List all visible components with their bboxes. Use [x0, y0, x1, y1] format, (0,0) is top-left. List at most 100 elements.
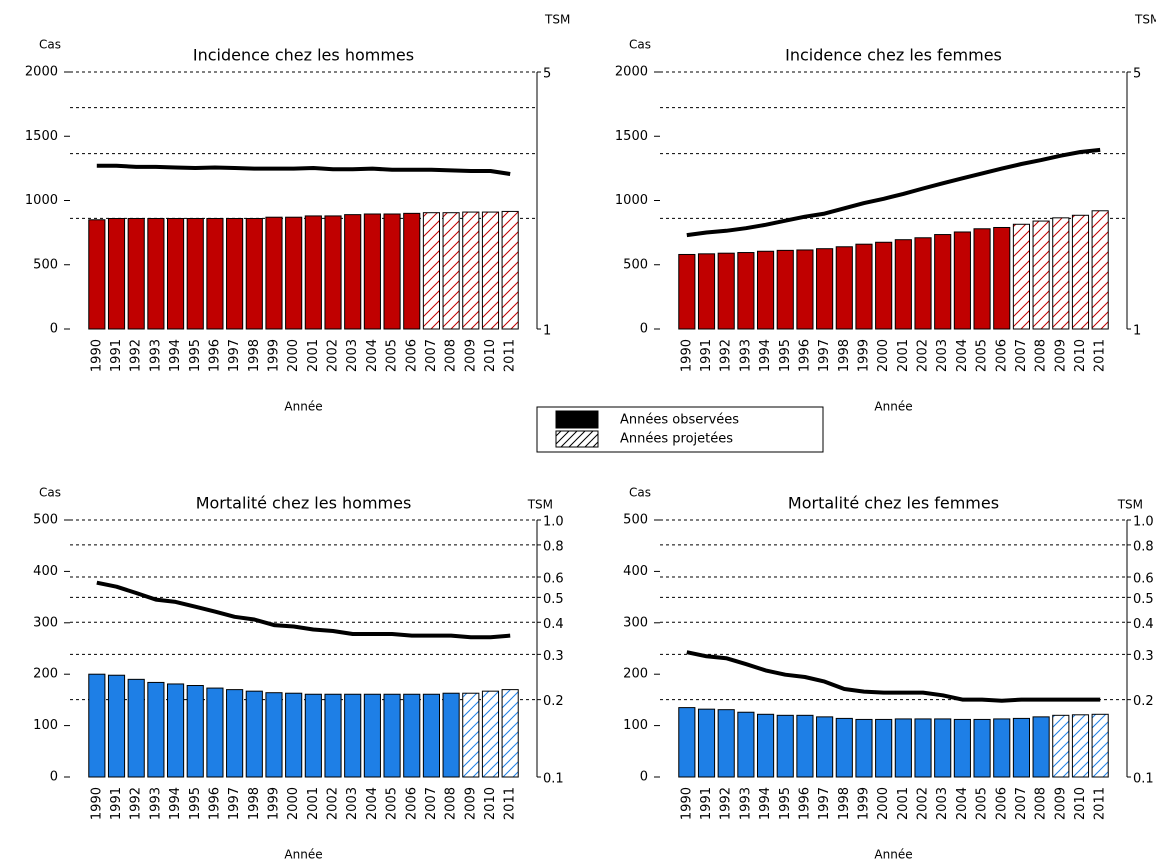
- x-tick-label: 2000: [286, 339, 301, 372]
- x-tick-label: 1994: [758, 339, 773, 372]
- bar-projected: [462, 692, 480, 778]
- x-tick-label: 2004: [955, 787, 970, 820]
- y-tick-label: 1000: [25, 193, 58, 208]
- x-tick-label: 2011: [1093, 339, 1108, 372]
- y2-tick-label: 1.0: [543, 515, 564, 530]
- x-tick-label: 2002: [326, 787, 341, 820]
- bar: [147, 681, 165, 778]
- x-tick-label: 2004: [365, 787, 380, 820]
- bar: [166, 217, 185, 330]
- x-tick-label: 2001: [306, 787, 321, 820]
- y-tick-label: 500: [623, 257, 648, 272]
- x-tick-label: 1991: [699, 339, 714, 372]
- x-tick-label: 2002: [326, 339, 341, 372]
- x-tick-label: 2008: [444, 339, 459, 372]
- y2-tick-label: 0.5: [1133, 592, 1154, 607]
- bar-projected: [481, 211, 500, 330]
- x-tick-label: 2004: [955, 339, 970, 372]
- y2-tick-label: 0.1: [1133, 772, 1154, 787]
- bar: [226, 689, 244, 778]
- y2-tick-label: 0.8: [543, 539, 564, 554]
- bar-projected: [1091, 210, 1109, 330]
- bar-projected: [1071, 714, 1090, 778]
- x-tick-label: 1996: [797, 339, 812, 372]
- x-tick-label: 1990: [679, 787, 694, 820]
- x-tick-label: 2006: [994, 339, 1009, 372]
- x-tick-label: 2007: [1014, 339, 1029, 372]
- bar: [855, 243, 873, 330]
- bar: [383, 213, 401, 330]
- x-tick-label: 1995: [188, 339, 203, 372]
- x-tick-label: 1993: [738, 339, 753, 372]
- x-axis-label: Année: [284, 400, 322, 414]
- x-tick-label: 2005: [975, 787, 990, 820]
- y-tick-label: 2000: [25, 65, 58, 80]
- bar: [265, 692, 283, 778]
- panel: Mortalité chez les hommes Cas TSM Année 0 100…: [33, 486, 564, 860]
- y-tick-label: 500: [33, 257, 58, 272]
- x-tick-label: 2009: [463, 339, 478, 372]
- bar-projected: [481, 690, 500, 778]
- x-tick-label: 2010: [483, 339, 498, 372]
- y2-tick-label: 0.6: [1133, 572, 1154, 587]
- tsm-line: [96, 580, 511, 640]
- bar-projected: [501, 689, 519, 778]
- x-tick-label: 1997: [817, 787, 832, 820]
- x-tick-label: 2009: [1053, 339, 1068, 372]
- y2-tick-label: 1: [543, 324, 551, 339]
- y2-tick-label: 0.5: [543, 592, 564, 607]
- x-tick-label: 2010: [1073, 339, 1088, 372]
- y-tick-label: 500: [33, 513, 58, 528]
- bar: [993, 226, 1011, 330]
- bar-projected: [1012, 223, 1031, 330]
- bar: [206, 687, 224, 778]
- bar: [717, 709, 735, 778]
- bar: [776, 249, 794, 330]
- y2-tick-label: 0.2: [543, 694, 564, 709]
- y2-tick-label: 0.2: [1133, 694, 1154, 709]
- y2-tick-label: 0.3: [543, 649, 564, 664]
- bar: [816, 716, 834, 778]
- x-tick-label: 1993: [148, 339, 163, 372]
- x-tick-label: 2003: [345, 787, 360, 820]
- y2-tick-label: 0.4: [1133, 617, 1154, 632]
- y-tick-label: 0: [640, 322, 648, 337]
- y-axis-label: Cas: [39, 38, 61, 52]
- bar: [363, 213, 381, 330]
- x-axis-label: Année: [284, 848, 322, 860]
- legend-label: Années observées: [620, 413, 739, 428]
- chart-title: Incidence chez les femmes: [785, 46, 1002, 65]
- x-tick-label: 1999: [267, 787, 282, 820]
- chart-title: Incidence chez les hommes: [193, 46, 414, 65]
- bar: [894, 718, 912, 778]
- bar: [953, 718, 971, 778]
- bar: [383, 693, 401, 778]
- x-tick-label: 1998: [247, 339, 262, 372]
- y2-tick-label: 0.3: [1133, 649, 1154, 664]
- x-tick-label: 2008: [1034, 339, 1049, 372]
- panel: Incidence chez les femmes Cas TSM Année 0 500…: [615, 13, 1156, 414]
- x-tick-label: 1991: [699, 787, 714, 820]
- bar: [678, 707, 696, 778]
- bar: [835, 246, 853, 330]
- x-tick-label: 2011: [503, 787, 518, 820]
- x-tick-label: 2009: [1053, 787, 1068, 820]
- bar: [363, 693, 381, 778]
- x-tick-label: 2008: [1034, 787, 1049, 820]
- x-tick-label: 2010: [1073, 787, 1088, 820]
- bar: [835, 717, 853, 778]
- x-tick-label: 1996: [207, 787, 222, 820]
- y-tick-label: 0: [50, 770, 58, 785]
- bar: [776, 714, 794, 778]
- x-axis-label: Année: [874, 400, 912, 414]
- tsm-line: [686, 650, 1101, 703]
- bar-projected: [422, 212, 441, 330]
- y2-axis-label: TSM: [544, 13, 570, 27]
- x-tick-label: 1995: [778, 339, 793, 372]
- x-tick-label: 1999: [857, 339, 872, 372]
- x-tick-label: 1990: [679, 339, 694, 372]
- y-tick-label: 300: [623, 615, 648, 630]
- x-tick-label: 1998: [837, 787, 852, 820]
- bar: [245, 217, 263, 330]
- y-tick-label: 0: [640, 770, 648, 785]
